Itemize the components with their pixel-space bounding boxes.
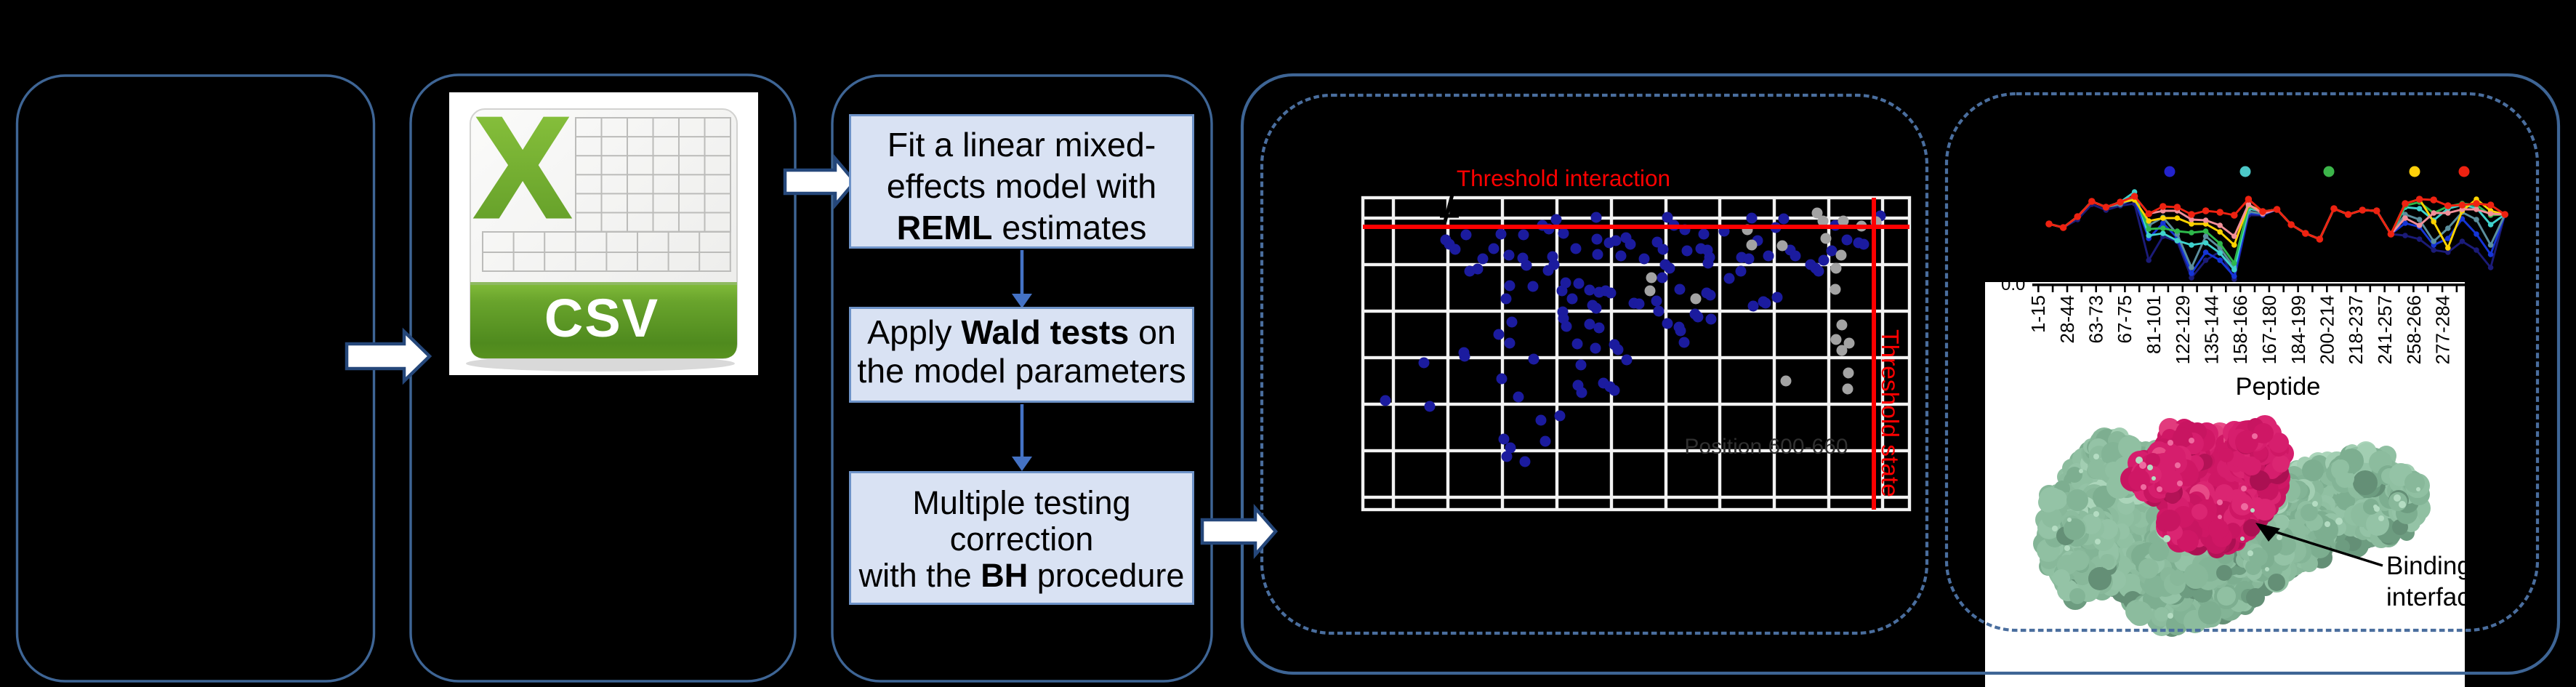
svg-text:63-73: 63-73 [2085,295,2107,344]
svg-text:Binding: Binding [2386,552,2471,580]
svg-text:81-101: 81-101 [2143,295,2165,354]
svg-text:67-75: 67-75 [2114,295,2136,344]
svg-text:200-214: 200-214 [2317,295,2338,364]
svg-text:122-129: 122-129 [2172,295,2194,364]
svg-text:interface: interface [2386,583,2484,611]
svg-text:135-144: 135-144 [2201,295,2223,364]
svg-text:218-237: 218-237 [2345,295,2367,364]
svg-text:241-257: 241-257 [2374,295,2396,364]
svg-text:Peptide: Peptide [2235,373,2320,401]
svg-text:0.0: 0.0 [2001,275,2025,294]
svg-text:28-44: 28-44 [2056,295,2078,344]
svg-text:258-266: 258-266 [2403,295,2425,364]
svg-text:1-15: 1-15 [2027,295,2049,333]
svg-text:184-199: 184-199 [2287,295,2309,364]
svg-text:277-284: 277-284 [2432,295,2454,364]
svg-text:Position 600-660: Position 600-660 [1684,435,1848,459]
svg-text:167-180: 167-180 [2258,295,2280,364]
svg-text:X: X [475,88,571,247]
svg-text:158-166: 158-166 [2229,295,2251,364]
svg-text:CSV: CSV [544,288,659,348]
